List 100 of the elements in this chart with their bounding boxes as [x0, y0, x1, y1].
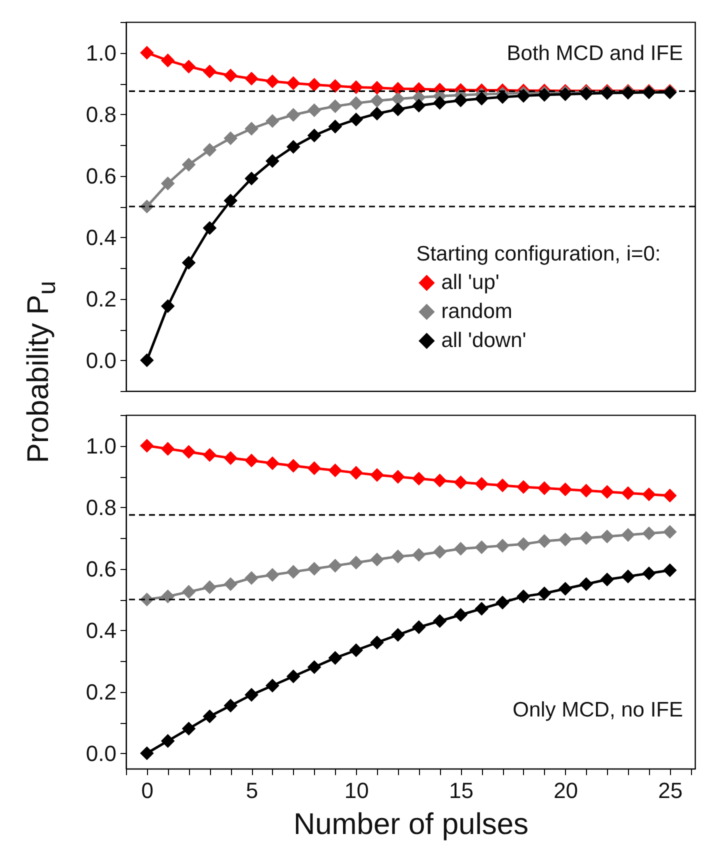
point [349, 556, 363, 570]
y-tick-label: 0.0 [86, 348, 116, 373]
point [642, 487, 656, 502]
point [286, 564, 300, 579]
point [454, 475, 468, 490]
point [286, 140, 300, 154]
point [286, 76, 300, 90]
point [140, 353, 154, 368]
point [432, 474, 447, 488]
point [244, 571, 258, 585]
point [558, 532, 572, 546]
point [266, 678, 280, 692]
point [202, 64, 217, 78]
point [244, 72, 258, 86]
point [328, 558, 342, 573]
point [370, 636, 384, 650]
point [600, 530, 614, 544]
point [349, 466, 363, 480]
point [140, 746, 154, 760]
point [349, 112, 363, 126]
x-tick-label: 5 [246, 778, 258, 804]
point [412, 98, 426, 113]
point [537, 534, 552, 548]
point [391, 92, 405, 106]
point [349, 643, 363, 658]
point [663, 563, 677, 578]
point [182, 445, 196, 459]
x-tick-label: 10 [344, 778, 369, 804]
point [432, 96, 447, 110]
point [160, 176, 175, 190]
point [202, 448, 217, 462]
point [328, 99, 342, 114]
point [307, 128, 322, 142]
point [266, 456, 280, 470]
point [328, 651, 342, 665]
y-tick-label: 0.2 [86, 679, 116, 704]
point [579, 484, 594, 498]
point [432, 544, 447, 559]
x-axis-title: Number of pulses [293, 808, 529, 841]
point [370, 80, 384, 95]
point [202, 580, 217, 594]
point [182, 158, 196, 172]
point [432, 614, 447, 628]
point [496, 478, 510, 492]
point [412, 620, 426, 634]
point [224, 131, 238, 146]
point [496, 538, 510, 553]
point [663, 488, 677, 502]
point [307, 78, 322, 92]
y-tick-label: 0.8 [86, 494, 116, 520]
point [642, 526, 656, 540]
point [286, 458, 300, 473]
point [642, 566, 656, 580]
point [496, 90, 510, 104]
y-tick-label: 0.0 [86, 740, 116, 766]
point [349, 80, 363, 94]
point [663, 524, 677, 539]
point [370, 552, 384, 566]
legend-label: random [441, 300, 512, 323]
point [224, 194, 238, 208]
point [621, 570, 635, 584]
point [600, 484, 614, 499]
x-tick-label: 0 [141, 778, 154, 804]
point [516, 480, 530, 494]
x-tick-label: 25 [658, 778, 683, 804]
y-tick-label: 1.0 [86, 433, 116, 458]
point [516, 537, 530, 552]
point [454, 608, 468, 622]
y-tick-label: 0.4 [86, 618, 116, 643]
point [266, 154, 280, 168]
point [244, 122, 258, 136]
point [412, 472, 426, 486]
point [307, 562, 322, 576]
point [391, 628, 405, 642]
point [370, 106, 384, 121]
annotation: Both MCD and IFE [506, 42, 683, 65]
point [160, 299, 175, 314]
point [224, 698, 238, 712]
point [558, 482, 572, 496]
point [370, 94, 384, 108]
point [224, 451, 238, 465]
point [349, 96, 363, 110]
point [370, 468, 384, 482]
point [412, 548, 426, 562]
point [224, 577, 238, 592]
point [307, 461, 322, 476]
point [579, 531, 594, 545]
y-tick-label: 0.8 [86, 102, 116, 127]
legend-title: Starting configuration, i=0: [416, 242, 661, 266]
point [140, 46, 154, 60]
point [391, 470, 405, 484]
point [182, 256, 196, 270]
y-tick-label: 0.6 [86, 163, 116, 188]
point [558, 582, 572, 596]
point [244, 172, 258, 186]
point [516, 88, 530, 103]
point [182, 60, 196, 74]
y-tick-label: 0.2 [86, 286, 116, 312]
point [328, 463, 342, 478]
point [160, 590, 175, 604]
